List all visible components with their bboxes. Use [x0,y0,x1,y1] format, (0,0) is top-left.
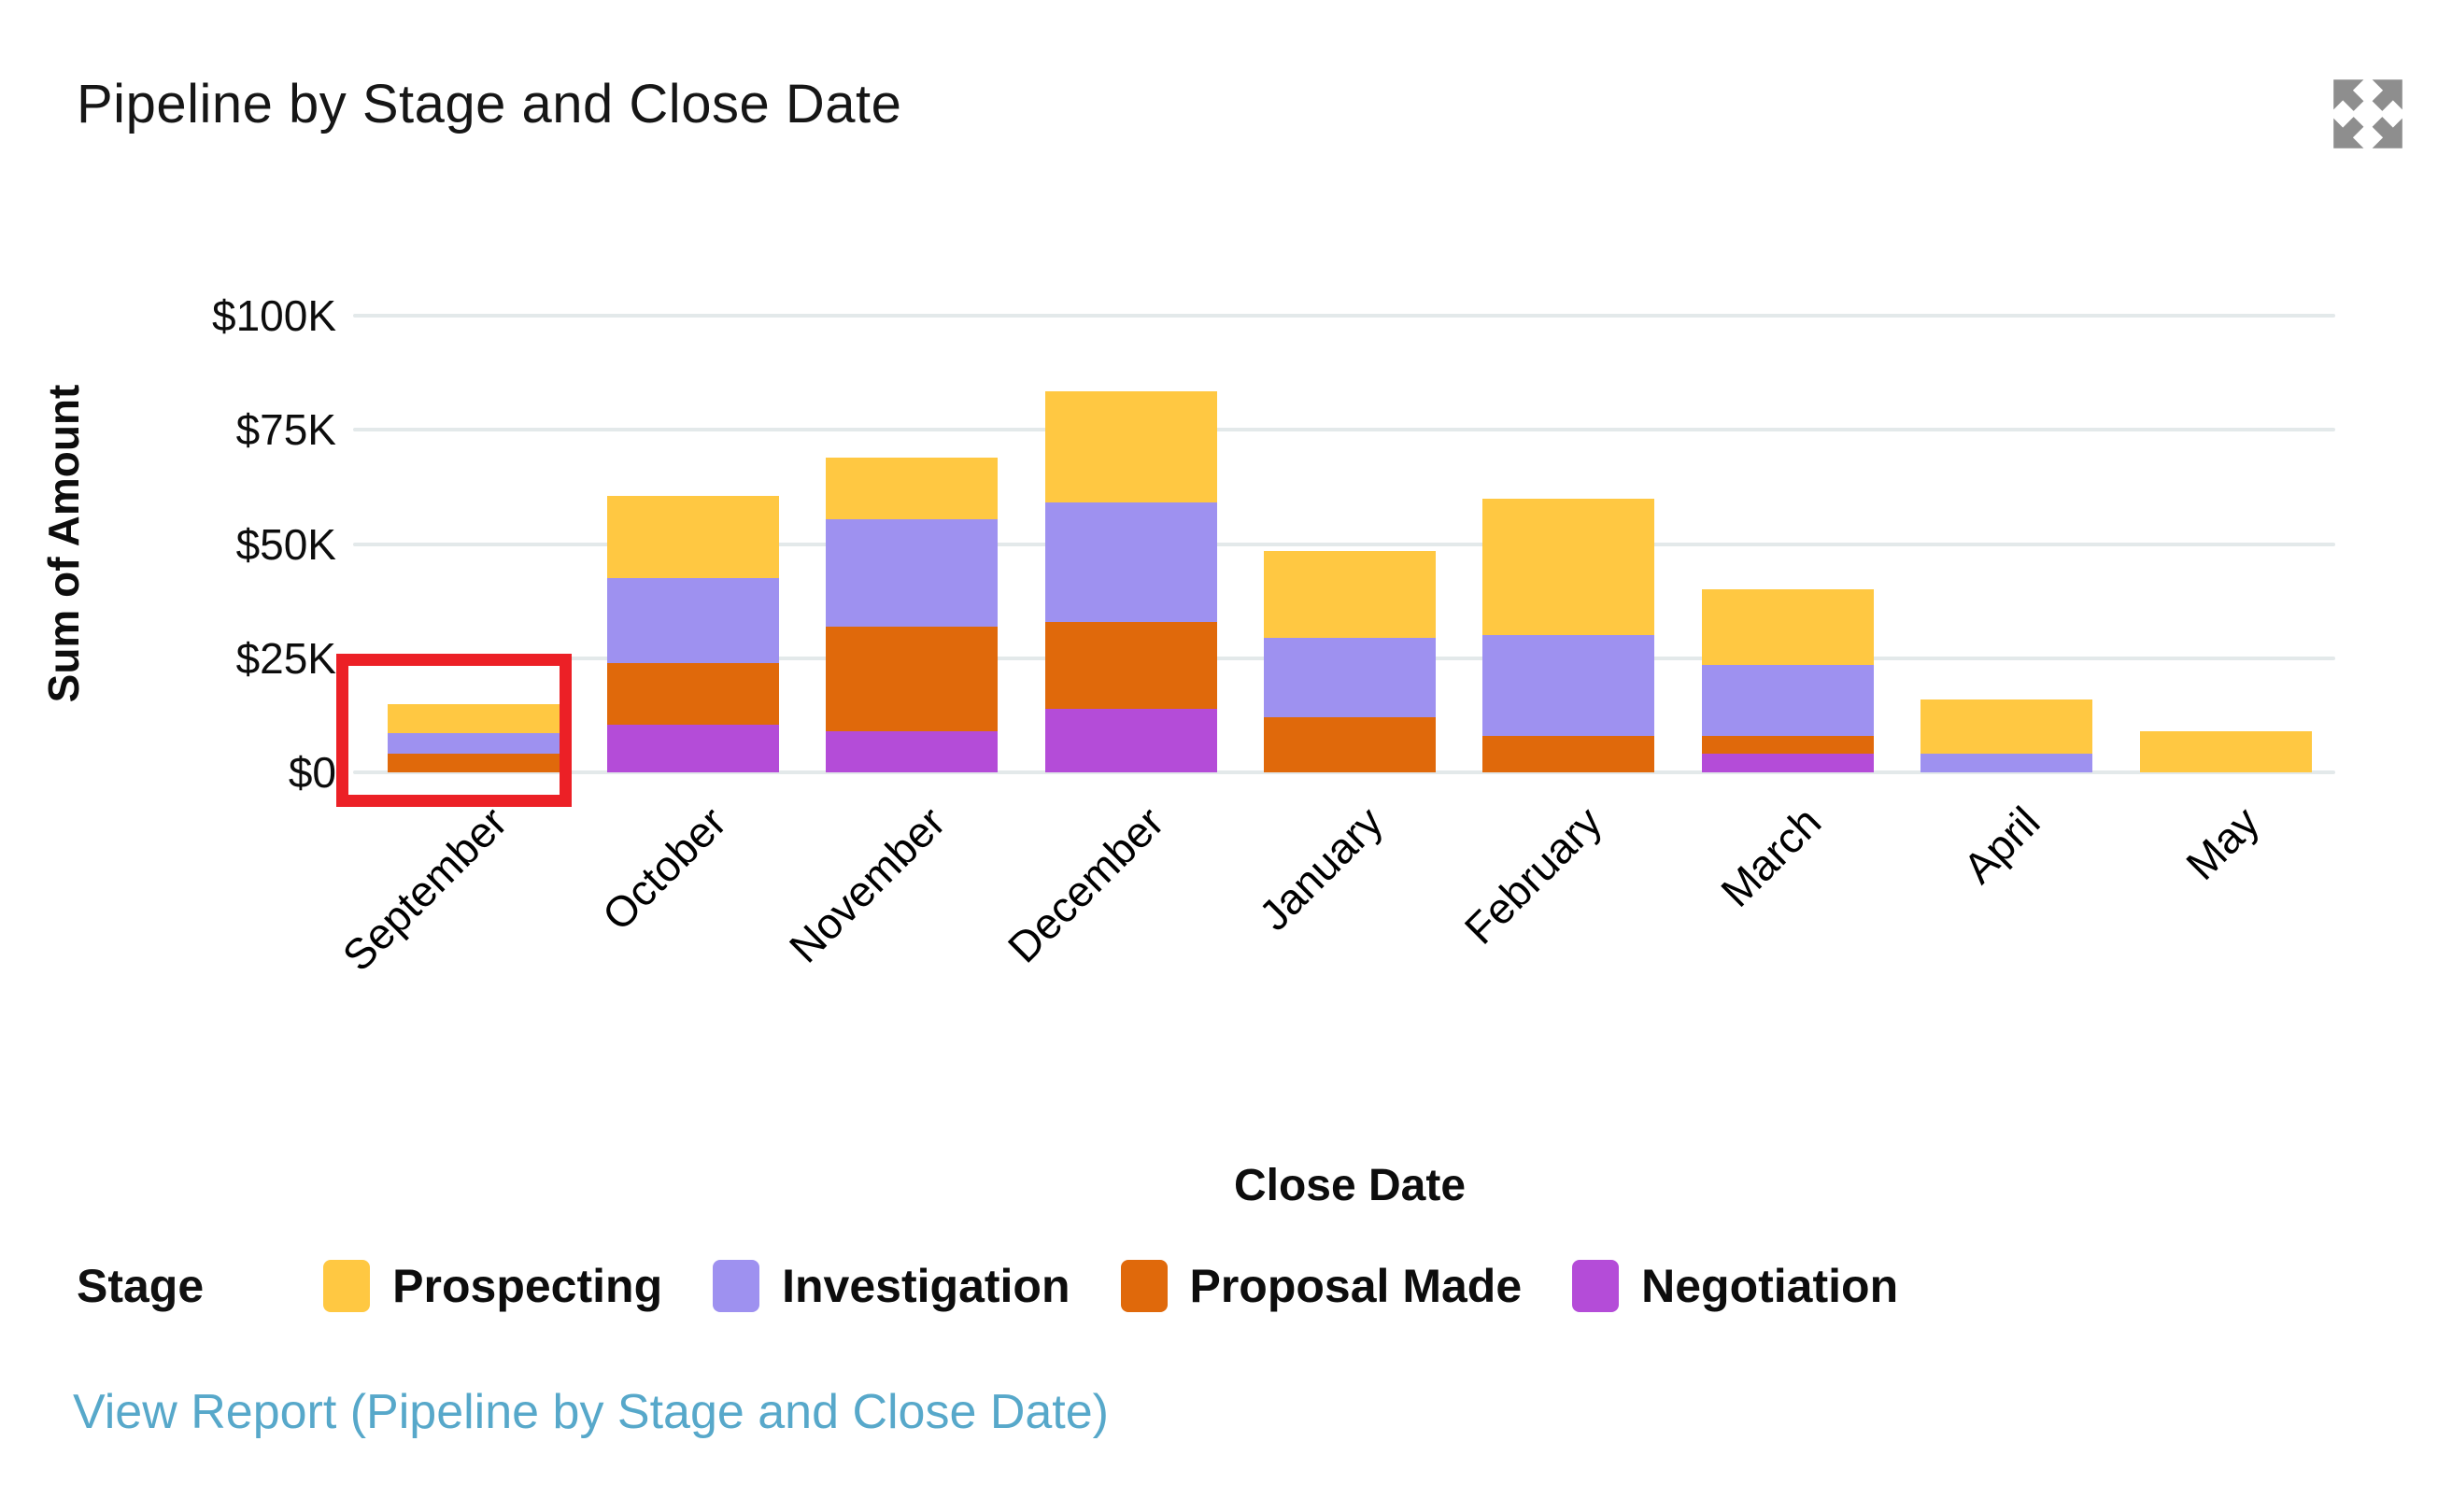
bar-segment-investigation-february[interactable] [1482,635,1655,736]
bar-segment-negotiation-october[interactable] [606,724,779,772]
gridline-75K [353,428,2335,432]
bar-january [1264,550,1436,772]
bar-segment-prospecting-december[interactable] [1044,390,1217,503]
bar-segment-proposal-made-october[interactable] [606,662,779,725]
bar-segment-negotiation-march[interactable] [1701,754,1874,772]
x-tick-label-march: March [1711,797,1831,916]
view-report-link[interactable]: View Report (Pipeline by Stage and Close… [73,1385,1109,1439]
bar-segment-prospecting-november[interactable] [826,457,999,519]
legend-item-investigation: Investigation [713,1259,1070,1313]
bar-february [1482,498,1655,772]
bar-segment-investigation-november[interactable] [826,518,999,627]
expand-button[interactable] [2325,71,2411,157]
bar-november [826,457,999,772]
y-axis-title: Sum of Amount [39,384,88,703]
pipeline-stacked-bar-chart: $0 $25K $50K $75K $100K September October Novem… [212,291,2335,981]
bar-segment-investigation-april[interactable] [1920,754,2093,772]
bar-march [1701,589,1874,772]
y-tick-label: $25K [235,633,336,683]
legend-item-prospecting: Prospecting [323,1259,662,1313]
bar-segment-investigation-october[interactable] [606,578,779,663]
gridline-50K [353,542,2335,546]
bar-segment-prospecting-september[interactable] [388,703,560,734]
bar-segment-investigation-january[interactable] [1264,637,1436,718]
bar-april [1920,699,2093,772]
bar-september [388,703,560,772]
bar-segment-proposal-made-january[interactable] [1264,717,1436,772]
legend-swatch-prospecting [323,1260,371,1312]
bar-segment-proposal-made-september[interactable] [388,754,560,772]
bar-may [2139,731,2312,772]
x-tick-label-december: December [999,797,1174,972]
legend-swatch-investigation [713,1260,760,1312]
gridline-0 [353,770,2335,774]
bar-segment-proposal-made-march[interactable] [1701,735,1874,755]
x-tick-label-september: September [333,797,517,981]
legend-label: Negotiation [1641,1260,1899,1312]
x-axis-title: Close Date [1233,1161,1467,1210]
bar-segment-prospecting-october[interactable] [606,496,779,579]
expand-icon [2325,79,2411,160]
legend-item-proposal-made: Proposal Made [1120,1259,1523,1313]
bar-october [606,496,779,772]
legend-label: Investigation [782,1260,1070,1312]
legend-label: Prospecting [392,1260,663,1312]
bar-segment-prospecting-march[interactable] [1701,589,1874,666]
legend-title: Stage [77,1260,205,1312]
y-tick-label: $75K [235,405,336,455]
x-tick-label-april: April [1953,797,2049,893]
chart-legend: Stage Prospecting Investigation Proposal M… [77,1259,1949,1313]
x-tick-label-january: January [1249,797,1393,940]
y-tick-label: $100K [211,291,336,340]
bar-segment-investigation-march[interactable] [1701,665,1874,736]
legend-label: Proposal Made [1189,1260,1523,1312]
legend-swatch-negotiation [1572,1260,1620,1312]
legend-item-negotiation: Negotiation [1572,1259,1898,1313]
y-tick-label: $50K [235,519,336,569]
bar-segment-prospecting-february[interactable] [1482,498,1655,636]
bar-segment-proposal-made-november[interactable] [826,626,999,731]
bar-segment-negotiation-november[interactable] [826,730,999,772]
bar-segment-proposal-made-december[interactable] [1044,621,1217,709]
x-tick-label-february: February [1454,797,1611,954]
bar-segment-prospecting-january[interactable] [1264,550,1436,638]
bar-segment-prospecting-april[interactable] [1920,699,2093,755]
bar-segment-prospecting-may[interactable] [2139,731,2312,772]
bar-segment-proposal-made-february[interactable] [1482,735,1655,772]
x-tick-label-november: November [779,797,955,972]
bar-segment-investigation-september[interactable] [388,733,560,755]
x-tick-label-may: May [2176,797,2269,889]
bar-segment-negotiation-december[interactable] [1044,708,1217,772]
bar-segment-investigation-december[interactable] [1044,502,1217,622]
x-tick-label-october: October [592,797,736,940]
y-tick-label: $0 [288,748,336,797]
legend-swatch-proposal-made [1120,1260,1168,1312]
page-title: Pipeline by Stage and Close Date [77,74,902,134]
gridline-100K [353,314,2335,318]
bar-december [1044,390,1217,772]
